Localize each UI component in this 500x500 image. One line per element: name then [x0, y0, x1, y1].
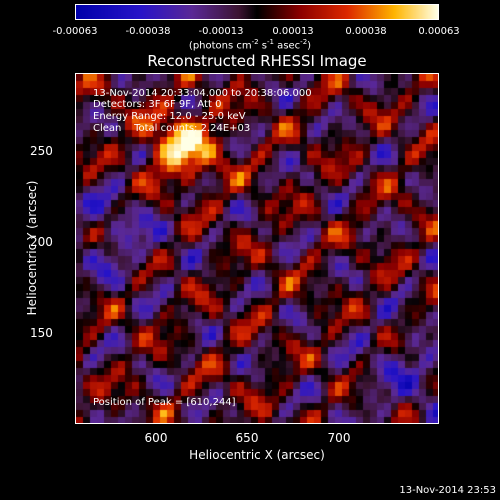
- colorbar-tick: 0.00038: [345, 26, 387, 37]
- colorbar: [75, 4, 439, 20]
- x-tick-label: 700: [327, 431, 351, 445]
- plot-title: Reconstructed RHESSI Image: [147, 52, 367, 70]
- x-axis-label: Heliocentric X (arcsec): [189, 448, 325, 462]
- y-tick-label: 250: [30, 144, 53, 158]
- colorbar-tick: -0.00063: [52, 26, 98, 37]
- colorbar-tick: -0.00038: [125, 26, 171, 37]
- info-detectors: Detectors: 3F 6F 9F, Att 0: [93, 99, 222, 110]
- colorbar-tick: -0.00013: [198, 26, 244, 37]
- x-tick-label: 650: [235, 431, 259, 445]
- timestamp-footer: 13-Nov-2014 23:53: [399, 485, 496, 496]
- colorbar-tick: 0.00063: [418, 26, 460, 37]
- info-energy-range: Energy Range: 12.0 - 25.0 keV: [93, 111, 246, 122]
- image-plot: 13-Nov-2014 20:33:04.000 to 20:38:06.000…: [75, 73, 439, 424]
- colorbar-tick: 0.00013: [272, 26, 314, 37]
- x-tick-label: 600: [144, 431, 168, 445]
- info-time-range: 13-Nov-2014 20:33:04.000 to 20:38:06.000: [93, 88, 312, 99]
- info-clean-counts: Clean Total counts: 2.24E+03: [93, 123, 251, 134]
- peak-position: Position of Peak = [610,244]: [93, 397, 236, 408]
- y-axis-label: Heliocentric Y (arcsec): [25, 180, 39, 316]
- y-tick-label: 150: [30, 326, 53, 340]
- colorbar-unit: (photons cm-2 s-1 asec-2): [188, 38, 312, 52]
- rhessi-image: [76, 74, 438, 423]
- y-tick-label: 200: [30, 235, 53, 249]
